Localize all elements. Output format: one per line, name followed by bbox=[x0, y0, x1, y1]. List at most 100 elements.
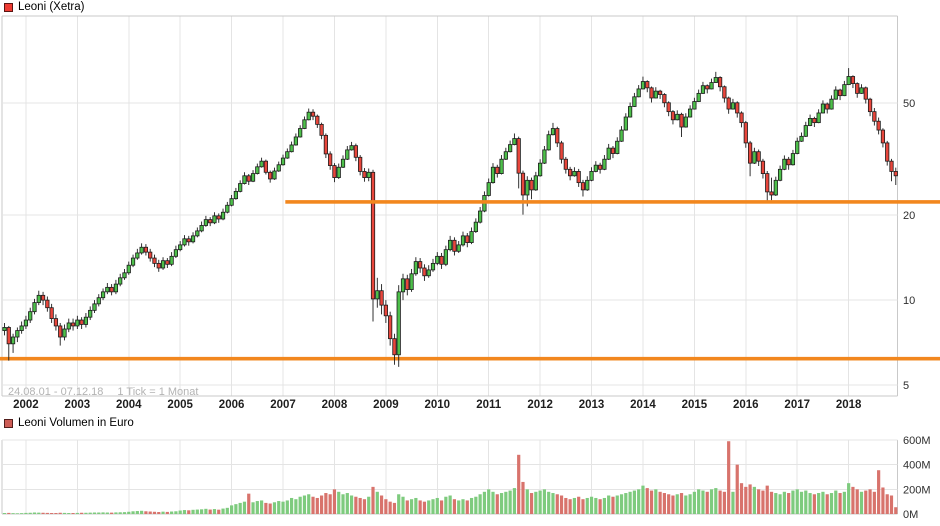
volume-bar-up bbox=[375, 491, 379, 514]
candle-down bbox=[186, 238, 191, 243]
candle-up bbox=[782, 158, 787, 170]
volume-bar-up bbox=[307, 494, 311, 514]
volume-bar-down bbox=[71, 513, 75, 514]
candle-down bbox=[465, 235, 470, 243]
volume-bar-down bbox=[564, 497, 568, 514]
volume-bar-up bbox=[525, 489, 529, 514]
candle-down bbox=[765, 173, 770, 193]
candle-down bbox=[658, 90, 663, 95]
candle-down bbox=[6, 327, 11, 345]
volume-bar-up bbox=[508, 490, 512, 514]
candle-up bbox=[795, 140, 800, 154]
candle-down bbox=[576, 171, 581, 184]
volume-bar-up bbox=[161, 511, 165, 514]
volume-bar-up bbox=[804, 490, 808, 514]
volume-bar-up bbox=[32, 512, 37, 514]
volume-bar-up bbox=[298, 496, 302, 514]
candle-down bbox=[559, 142, 564, 160]
candle-down bbox=[353, 145, 358, 158]
candle-up bbox=[640, 81, 646, 90]
candle-up bbox=[572, 171, 577, 177]
candle-down bbox=[825, 103, 830, 110]
volume-bar-up bbox=[431, 499, 435, 514]
candle-up bbox=[349, 145, 354, 151]
candle-up bbox=[19, 325, 24, 331]
volume-bar-up bbox=[242, 501, 247, 514]
volume-bar-up bbox=[688, 494, 692, 514]
candle-up bbox=[512, 138, 517, 146]
volume-bar-up bbox=[487, 489, 491, 514]
volume-bar-up bbox=[675, 494, 679, 514]
year-label: 2011 bbox=[476, 399, 502, 411]
candle-up bbox=[178, 244, 183, 251]
volume-bar-up bbox=[409, 499, 414, 514]
volume-bar-down bbox=[110, 512, 114, 514]
volume-bar-up bbox=[821, 491, 825, 514]
candle-up bbox=[366, 171, 371, 178]
volume-bar-up bbox=[619, 494, 624, 514]
candle-up bbox=[829, 98, 834, 110]
volume-bar-down bbox=[328, 494, 332, 514]
candle-down bbox=[152, 257, 157, 264]
volume-bar-up bbox=[277, 501, 281, 514]
volume-tick-label: 200M bbox=[903, 484, 931, 496]
year-label: 2005 bbox=[167, 399, 193, 411]
volume-bar-up bbox=[260, 500, 264, 514]
volume-bar-down bbox=[658, 491, 662, 514]
candle-down bbox=[109, 286, 114, 293]
candle-up bbox=[15, 330, 20, 338]
volume-bar-up bbox=[444, 496, 448, 514]
volume-bar-up bbox=[20, 513, 24, 514]
candle-down bbox=[598, 164, 603, 170]
candle-up bbox=[542, 149, 547, 164]
volume-bar-up bbox=[637, 489, 641, 514]
candle-down bbox=[388, 315, 393, 340]
volume-bar-up bbox=[435, 497, 439, 514]
volume-bar-down bbox=[851, 486, 855, 514]
candle-down bbox=[756, 151, 761, 162]
candle-up bbox=[276, 164, 281, 172]
volume-bar-down bbox=[838, 493, 842, 514]
volume-bar-up bbox=[624, 493, 628, 514]
volume-bar-down bbox=[787, 493, 791, 514]
volume-bar-up bbox=[847, 483, 851, 514]
volume-bar-up bbox=[585, 497, 589, 514]
candle-up bbox=[606, 147, 611, 160]
volume-bar-down bbox=[332, 489, 337, 514]
volume-bar-up bbox=[178, 510, 182, 514]
candle-down bbox=[863, 87, 868, 100]
volume-bar-down bbox=[667, 494, 671, 514]
volume-bar-up bbox=[105, 512, 109, 514]
volume-bar-up bbox=[349, 495, 354, 514]
candle-up bbox=[632, 96, 637, 107]
candle-up bbox=[833, 89, 838, 100]
candle-up bbox=[692, 101, 697, 110]
candle-up bbox=[486, 182, 491, 196]
candle-up bbox=[259, 160, 264, 168]
volume-bar-down bbox=[362, 499, 367, 514]
volume-bar-up bbox=[221, 508, 225, 514]
candle-up bbox=[238, 183, 243, 192]
candle-down bbox=[422, 267, 427, 277]
year-label: 2016 bbox=[733, 399, 759, 411]
volume-bar-down bbox=[388, 501, 392, 514]
candle-up bbox=[105, 286, 110, 293]
candle-up bbox=[130, 257, 136, 266]
volume-bar-up bbox=[791, 490, 795, 514]
candle-up bbox=[508, 144, 513, 153]
volume-bar-down bbox=[379, 495, 384, 514]
candle-up bbox=[169, 255, 174, 265]
volume-bar-up bbox=[62, 512, 67, 514]
candle-down bbox=[760, 160, 766, 174]
volume-bar-down bbox=[555, 494, 559, 514]
volume-bar-down bbox=[825, 494, 829, 514]
candle-up bbox=[100, 291, 106, 299]
candle-down bbox=[662, 94, 667, 104]
candle-up bbox=[203, 219, 208, 226]
candle-up bbox=[92, 303, 97, 311]
main-legend: Leoni (Xetra) bbox=[4, 1, 84, 13]
candle-down bbox=[358, 156, 363, 172]
candle-up bbox=[212, 215, 217, 224]
